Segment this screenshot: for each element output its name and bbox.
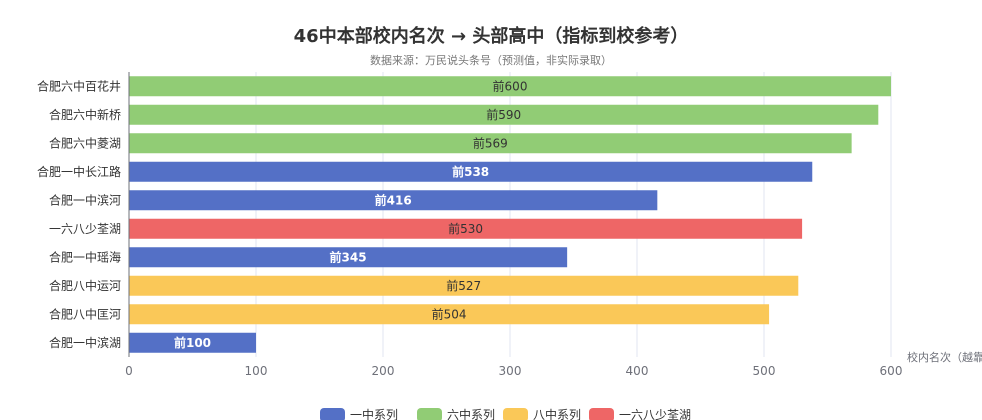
bar	[129, 76, 891, 97]
bar-data-label: 前569	[473, 135, 508, 150]
legend-label: 一中系列	[350, 407, 398, 420]
x-tick-label: 500	[753, 364, 776, 378]
bar	[129, 133, 852, 154]
legend-label: 一六八少荃湖	[619, 407, 691, 420]
bar	[129, 304, 770, 325]
category-label: 合肥六中菱湖	[49, 135, 121, 150]
legend-swatch	[417, 408, 442, 420]
legend-swatch	[589, 408, 614, 420]
bar	[129, 190, 658, 211]
bar	[129, 332, 256, 353]
category-label: 合肥六中新桥	[49, 107, 121, 122]
category-label: 合肥一中滨湖	[49, 335, 121, 350]
category-label: 合肥一中滨河	[49, 192, 121, 207]
chart-title: 46中本部校内名次 → 头部高中（指标到校参考）	[293, 26, 689, 47]
category-label: 合肥八中匡河	[49, 306, 121, 321]
category-label: 合肥一中长江路	[37, 164, 121, 179]
legend-label: 六中系列	[447, 407, 495, 420]
bar-data-label: 前100	[174, 335, 211, 350]
category-label: 合肥六中百花井	[37, 78, 121, 93]
category-label: 合肥一中瑶海	[49, 249, 121, 264]
bar-data-label: 前538	[452, 164, 489, 179]
legend-label: 八中系列	[533, 407, 581, 420]
legend-swatch	[320, 408, 345, 420]
bar	[129, 218, 803, 239]
bar-data-label: 前416	[375, 192, 412, 207]
x-tick-label: 200	[372, 364, 395, 378]
chart-subtitle: 数据来源：万民说头条号（预测值，非实际录取）	[370, 54, 612, 67]
bar-data-label: 前345	[330, 249, 367, 264]
x-tick-label: 100	[245, 364, 268, 378]
x-tick-label: 600	[880, 364, 903, 378]
bar-data-label: 前600	[493, 78, 528, 93]
bar-data-label: 前530	[448, 221, 483, 236]
bar	[129, 247, 568, 268]
legend-swatch	[503, 408, 528, 420]
bar-data-label: 前527	[446, 278, 481, 293]
x-tick-label: 400	[626, 364, 649, 378]
bar-data-label: 前590	[486, 107, 521, 122]
bar	[129, 104, 879, 125]
category-label: 一六八少荃湖	[49, 221, 121, 236]
category-label: 合肥八中运河	[49, 278, 121, 293]
bar	[129, 275, 799, 296]
x-axis-title: 校内名次（越靠	[907, 350, 982, 364]
bar	[129, 161, 813, 182]
x-tick-label: 300	[499, 364, 522, 378]
bar-data-label: 前504	[432, 306, 467, 321]
x-tick-label: 0	[125, 364, 133, 378]
